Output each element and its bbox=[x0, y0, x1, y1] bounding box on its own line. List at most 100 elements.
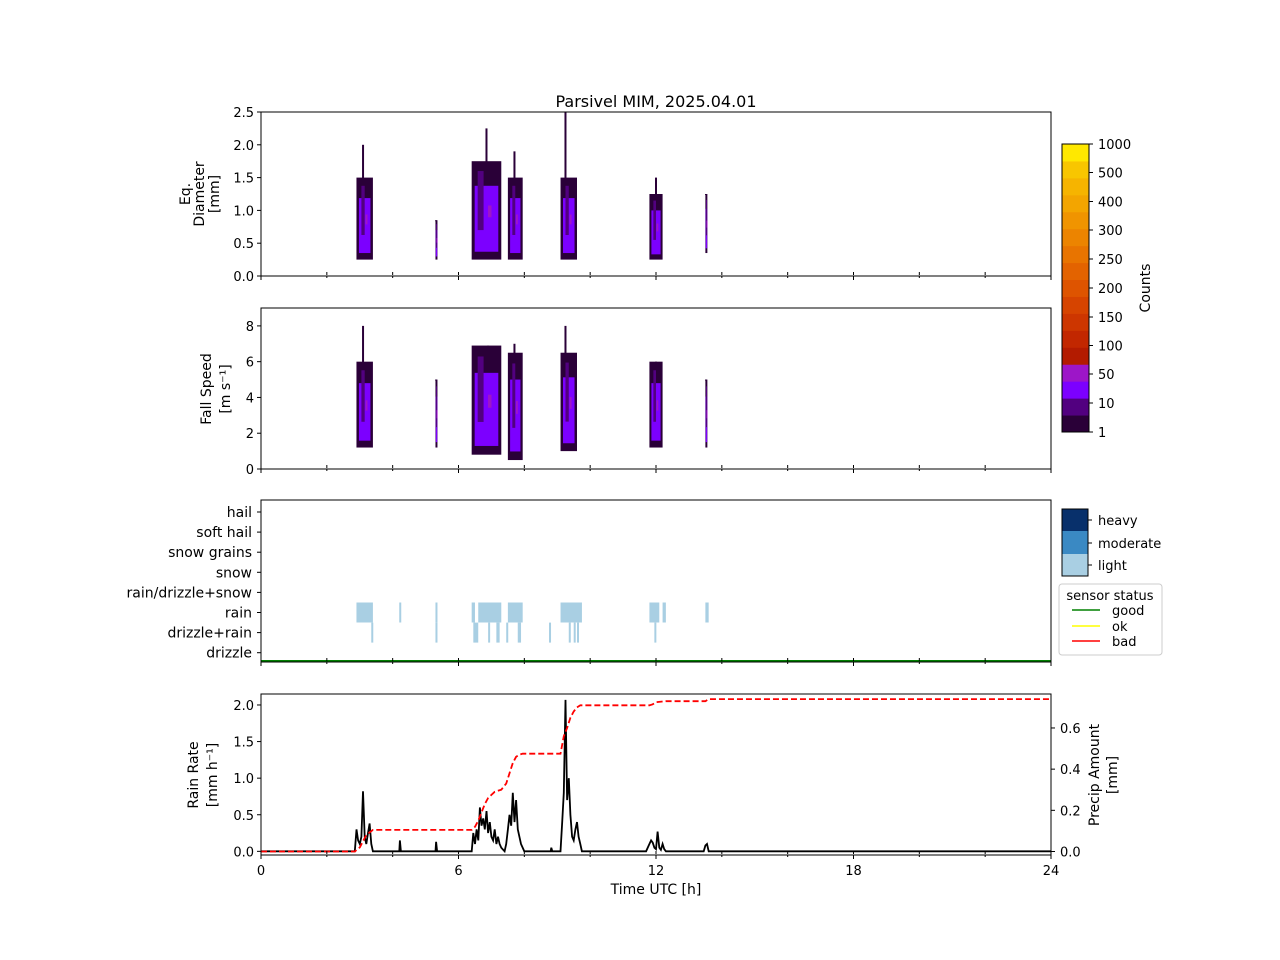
category-tick-label: snow grains bbox=[168, 545, 252, 561]
diameter-heatmap bbox=[356, 112, 708, 260]
y-tick-label: 2.5 bbox=[233, 106, 254, 121]
fall-speed-x-ticks bbox=[260, 465, 1052, 473]
precip-amount-ylabel-line2: [mm] bbox=[1105, 756, 1121, 794]
category-tick-label: snow bbox=[216, 565, 252, 581]
colorbar-tick-label: 400 bbox=[1098, 196, 1123, 211]
heatmap-cell-hot bbox=[569, 396, 572, 409]
heatmap-cell-mid bbox=[477, 171, 484, 231]
category-tick-label: rain bbox=[225, 606, 252, 622]
category-tick-label: drizzle bbox=[206, 646, 252, 662]
heatmap-cell-mid bbox=[512, 185, 516, 235]
heatmap-cell-mid bbox=[653, 200, 656, 240]
heatmap-cell-hot bbox=[487, 205, 492, 218]
precip-type-bars bbox=[356, 602, 709, 643]
colorbar-bin bbox=[1062, 313, 1089, 331]
heatmap-cell-hot bbox=[365, 214, 368, 225]
y2-tick-label: 0.6 bbox=[1060, 722, 1081, 737]
y-tick-label: 1.5 bbox=[233, 736, 254, 751]
precip-type-bar bbox=[488, 622, 491, 643]
precip-type-bar bbox=[517, 622, 522, 643]
y2-tick-label: 0.0 bbox=[1060, 846, 1081, 861]
precip-type-bar bbox=[560, 602, 582, 623]
heatmap-cell-peak bbox=[655, 177, 657, 195]
x-tick-label: 0 bbox=[257, 864, 265, 879]
colorbar-tick-label: 1 bbox=[1098, 426, 1106, 441]
heatmap-cell-mid bbox=[361, 185, 365, 235]
sensor-status-legend-box bbox=[1058, 583, 1163, 656]
intensity-label-light: light bbox=[1098, 559, 1127, 574]
y-tick-label: 2.0 bbox=[233, 139, 254, 154]
status-ok-label: ok bbox=[1112, 620, 1128, 635]
status-good-label: good bbox=[1112, 604, 1144, 619]
colorbar-bin bbox=[1062, 364, 1089, 382]
y2-tick-label: 0.2 bbox=[1060, 804, 1081, 819]
rain-rate-ylabel-line2: [mm h⁻¹] bbox=[205, 743, 221, 808]
heatmap-cell-hot bbox=[365, 400, 368, 411]
precip-type-bar bbox=[371, 622, 374, 643]
fall-speed-ylabel-line2: [m s⁻¹] bbox=[218, 364, 234, 413]
precip-type-bar bbox=[705, 602, 709, 623]
colorbar-bin bbox=[1062, 347, 1089, 365]
heatmap-cell-mid bbox=[477, 356, 484, 422]
heatmap-cell-hot bbox=[656, 223, 659, 232]
intensity-legend: heavy moderate light bbox=[1061, 508, 1161, 577]
diameter-x-ticks bbox=[260, 272, 1052, 280]
rain-rate-line bbox=[261, 699, 1051, 854]
precip-type-bar bbox=[573, 622, 576, 643]
time-xlabel: Time UTC [h] bbox=[610, 882, 702, 898]
y-tick-label: 0.0 bbox=[233, 270, 254, 285]
figure-title: Parsivel MIM, 2025.04.01 bbox=[555, 92, 756, 111]
colorbar-tick-label: 10 bbox=[1098, 397, 1115, 412]
precip-type-bar bbox=[399, 602, 402, 623]
x-tick-label: 12 bbox=[648, 864, 665, 879]
precip-type-bar bbox=[649, 602, 660, 623]
x-tick-label: 18 bbox=[845, 864, 862, 879]
intensity-moderate-swatch bbox=[1062, 531, 1088, 554]
precip-type-bar bbox=[549, 622, 552, 643]
precip-type-bar bbox=[435, 622, 438, 643]
sensor-status-legend: sensor status good ok bad bbox=[1058, 583, 1163, 656]
intensity-label-moderate: moderate bbox=[1098, 537, 1161, 552]
precip-type-panel: hail soft hail snow grains snow rain/drizzle… bbox=[127, 499, 1052, 666]
y-tick-label: 0.0 bbox=[233, 845, 254, 860]
x-tick-label: 24 bbox=[1043, 864, 1060, 879]
precip-type-bar bbox=[496, 622, 500, 643]
precip-type-bar bbox=[473, 622, 479, 643]
precip-type-bar bbox=[507, 602, 523, 623]
precip-type-bar bbox=[654, 622, 657, 643]
colorbar-bin bbox=[1062, 245, 1089, 264]
heatmap-cell-peak bbox=[705, 194, 708, 195]
counts-colorbar: 1 10 50 100 150 200 250 300 400 500 1000 Counts bbox=[1061, 138, 1154, 441]
precip-type-bar bbox=[662, 602, 666, 623]
category-tick-label: drizzle+rain bbox=[167, 626, 252, 642]
heatmap-cell-mid bbox=[565, 185, 569, 235]
y-tick-label: 4 bbox=[246, 391, 254, 406]
intensity-label-heavy: heavy bbox=[1098, 514, 1138, 529]
intensity-heavy-swatch bbox=[1062, 509, 1088, 531]
colorbar-bin bbox=[1062, 330, 1089, 348]
y-tick-label: 1.0 bbox=[233, 204, 254, 219]
heatmap-cell-mid bbox=[653, 370, 656, 422]
heatmap-cell-peak bbox=[435, 220, 438, 222]
colorbar-bin bbox=[1062, 194, 1089, 213]
category-tick-label: rain/drizzle+snow bbox=[127, 585, 252, 601]
diameter-ylabel-line1: Eq. bbox=[178, 183, 194, 205]
colorbar-bins bbox=[1062, 144, 1089, 433]
colorbar-bin bbox=[1062, 228, 1089, 247]
heatmap-cell-peak bbox=[485, 128, 488, 163]
diameter-y-ticks: 0.0 0.5 1.0 1.5 2.0 2.5 bbox=[233, 106, 261, 285]
heatmap-cell-hot bbox=[436, 410, 438, 419]
fall-speed-panel: 0 2 4 6 8 Fall Speed [m s⁻¹] bbox=[199, 307, 1052, 478]
heatmap-cell-peak bbox=[513, 343, 516, 354]
x-tick-label: 6 bbox=[454, 864, 462, 879]
rain-rate-axes-frame bbox=[260, 693, 1052, 856]
heatmap-cell-hot bbox=[656, 400, 659, 411]
heatmap-cell-peak bbox=[705, 379, 708, 381]
precip-type-x-ticks bbox=[260, 658, 1052, 666]
heatmap-cell-peak bbox=[435, 379, 438, 381]
heatmap-cell-hot bbox=[487, 394, 492, 408]
precip-type-bar bbox=[435, 602, 438, 623]
colorbar-tick-label: 1000 bbox=[1098, 138, 1131, 153]
y-tick-label: 0.5 bbox=[233, 809, 254, 824]
heatmap-cell-hot bbox=[436, 237, 438, 243]
